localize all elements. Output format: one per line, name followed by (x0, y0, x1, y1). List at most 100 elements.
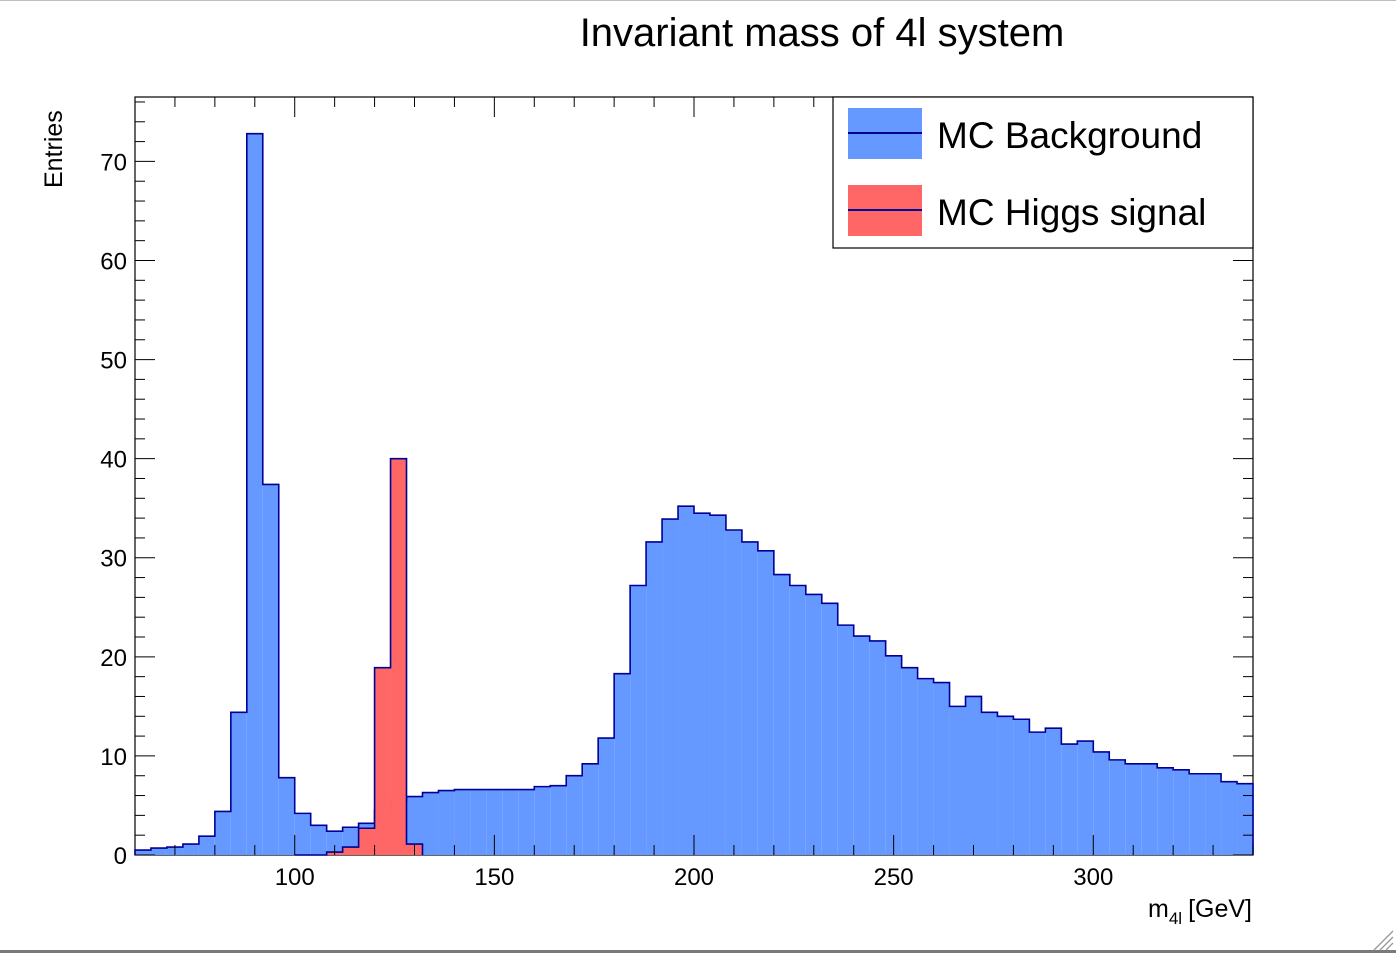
background-bin (262, 484, 279, 855)
background-bin (1077, 741, 1094, 855)
background-bin (598, 738, 615, 855)
x-tick-label: 100 (275, 864, 315, 891)
background-outline (134, 132, 1254, 855)
x-tick-label: 300 (1073, 864, 1113, 891)
background-bin (1205, 773, 1222, 855)
x-tick-label: 250 (874, 864, 914, 891)
background-bin (789, 585, 806, 855)
y-tick-label: 0 (114, 843, 127, 870)
signal-bin (342, 847, 359, 855)
background-bin (198, 836, 215, 855)
background-bin (662, 519, 679, 855)
background-bin (1029, 732, 1046, 855)
background-bin (678, 506, 694, 855)
y-tick-label: 60 (100, 248, 127, 275)
signal-bin (390, 458, 407, 855)
background-bin (821, 603, 838, 855)
background-bin (709, 515, 726, 855)
y-tick-label: 50 (100, 348, 127, 375)
background-bin (869, 640, 886, 855)
legend-item-background: MC Background (848, 108, 1202, 159)
background-bin (1237, 783, 1253, 855)
background-bin (885, 655, 902, 855)
background-bin (1109, 759, 1126, 855)
background-bin (294, 813, 311, 855)
background-bin (646, 541, 663, 855)
background-bin (757, 550, 774, 855)
y-tick-label: 10 (100, 744, 127, 771)
background-bin (933, 682, 950, 855)
background-bin (1189, 773, 1206, 855)
legend: MC Background MC Higgs signal (832, 96, 1254, 249)
background-bin (630, 585, 647, 855)
background-bin (406, 796, 423, 855)
background-bin (566, 775, 583, 855)
background-bin (518, 789, 535, 855)
signal-bin (358, 828, 375, 855)
background-bin (278, 777, 295, 855)
background-bin (150, 848, 167, 855)
background-bin (326, 831, 343, 855)
background-bin (422, 792, 439, 855)
signal-histogram (294, 457, 424, 856)
background-bin (1141, 763, 1158, 855)
tick-labels: 100 150 200 250 300 0 10 20 30 40 50 60 70 (100, 149, 1113, 891)
background-bin (853, 636, 870, 855)
background-bin (725, 530, 742, 855)
y-axis-title: Entries (40, 110, 68, 188)
background-bin (1013, 719, 1030, 855)
background-bin (310, 825, 327, 855)
background-bin (534, 786, 551, 855)
background-bin (550, 785, 567, 855)
background-bin (438, 790, 455, 855)
background-bin (1093, 751, 1110, 855)
legend-label-background: MC Background (937, 115, 1202, 156)
background-bin (805, 594, 822, 855)
background-bin (997, 716, 1014, 855)
background-bin (965, 696, 982, 855)
background-bin (837, 625, 854, 855)
background-bin (1221, 781, 1238, 855)
background-bin (1157, 767, 1174, 855)
background-bin (470, 789, 487, 855)
resize-grip-icon[interactable] (1372, 929, 1394, 951)
background-bin (582, 763, 599, 855)
background-bin (949, 706, 966, 855)
background-bin (694, 513, 710, 855)
background-bin (214, 811, 231, 855)
x-axis-title: m4l [GeV] (1148, 895, 1252, 928)
background-bin (135, 850, 151, 855)
background-bin (1045, 728, 1062, 855)
background-bin (486, 789, 503, 855)
y-tick-label: 70 (100, 149, 127, 176)
background-bin (182, 844, 199, 855)
background-bin (901, 667, 918, 855)
background-bin (917, 678, 934, 855)
background-bin (1125, 763, 1142, 855)
plot-area: 100 150 200 250 300 0 10 20 30 40 50 60 70 (100, 96, 1254, 891)
chart-title: Invariant mass of 4l system (580, 11, 1065, 55)
background-bin (1061, 744, 1078, 855)
legend-item-signal: MC Higgs signal (848, 185, 1206, 236)
legend-label-signal: MC Higgs signal (937, 192, 1206, 233)
background-bin (773, 574, 790, 855)
x-axis-unit: [GeV] (1188, 895, 1252, 923)
background-bin (1173, 769, 1190, 855)
x-tick-label: 200 (674, 864, 714, 891)
background-bin (454, 789, 471, 855)
background-bin (230, 712, 247, 855)
y-tick-label: 30 (100, 546, 127, 573)
background-bin (246, 133, 263, 855)
x-axis-symbol: m (1148, 895, 1169, 923)
background-bin (502, 789, 519, 855)
signal-outline (294, 457, 424, 856)
x-tick-label: 150 (474, 864, 514, 891)
y-tick-label: 40 (100, 447, 127, 474)
x-axis-subscript: 4l (1169, 909, 1182, 928)
background-bin (741, 541, 758, 855)
background-bin (981, 712, 998, 855)
background-bin (614, 673, 631, 855)
y-tick-label: 20 (100, 645, 127, 672)
